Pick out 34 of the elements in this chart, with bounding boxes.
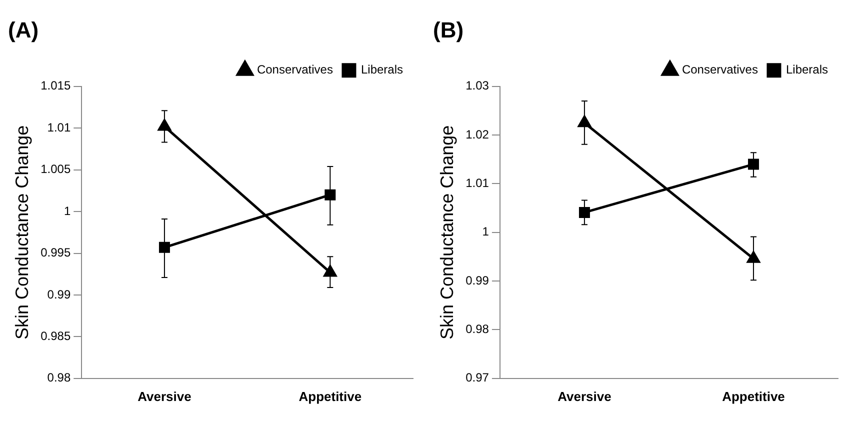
point — [158, 119, 171, 131]
x-tick-label: Aversive — [138, 388, 192, 404]
y-tick-label: 0.995 — [40, 246, 71, 260]
y-axis-title: Skin Conductance Change — [12, 125, 32, 340]
point — [324, 189, 336, 200]
y-tick-label: 0.98 — [466, 322, 490, 336]
y-tick-label: 1.005 — [40, 162, 71, 176]
x-tick-label: Appetitive — [298, 388, 362, 404]
y-tick-label: 1.015 — [40, 78, 71, 93]
legend-label: Conservatives — [256, 62, 333, 77]
legend-label: Liberals — [360, 62, 404, 77]
y-tick-label: 1 — [482, 224, 490, 239]
y-tick-label: 1.01 — [47, 120, 71, 134]
x-tick-label: Appetitive — [722, 388, 785, 404]
point — [578, 116, 591, 128]
y-tick-label: 1 — [64, 204, 71, 218]
y-tick-label: 0.99 — [466, 273, 490, 288]
y-axis-title: Skin Conductance Change — [436, 125, 457, 340]
point — [158, 242, 170, 253]
y-tick-label: 1.01 — [466, 176, 490, 190]
y-tick-label: 0.97 — [466, 370, 490, 385]
y-tick-label: 0.985 — [40, 329, 71, 343]
legend-label: Liberals — [786, 62, 828, 77]
chart-title: (A) — [8, 17, 39, 42]
point — [748, 158, 759, 170]
y-tick-label: 1.02 — [466, 127, 490, 142]
point — [324, 265, 337, 277]
legend-label: Conservatives — [682, 62, 758, 77]
y-tick-label: 0.99 — [47, 287, 71, 302]
y-tick-label: 1.03 — [466, 78, 490, 93]
x-tick-label: Aversive — [558, 388, 612, 404]
chart-title: (B) — [433, 17, 464, 42]
y-tick-label: 0.98 — [47, 370, 71, 385]
point — [578, 206, 590, 218]
